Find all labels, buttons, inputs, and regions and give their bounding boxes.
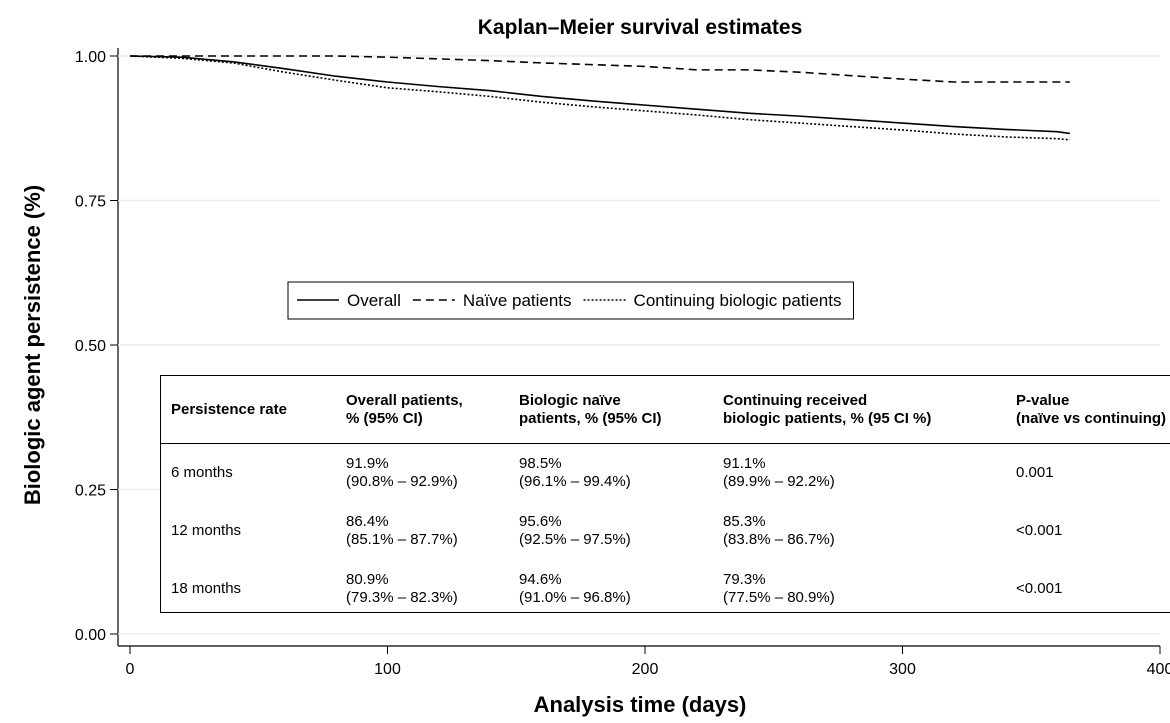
legend-label: Naïve patients — [463, 291, 572, 310]
table-header-cell: P-value (naïve vs continuing) — [1006, 376, 1170, 444]
y-tick-label: 0.50 — [75, 338, 106, 355]
x-axis-label: Analysis time (days) — [534, 692, 747, 717]
table-cell: 86.4% (85.1% – 87.7%) — [346, 513, 458, 548]
legend: Overall Naïve patients Continuing biologic… — [287, 281, 854, 320]
header-row: Persistence rate Overall patients, % (95%… — [161, 376, 1170, 444]
table-cell: 80.9% (79.3% – 82.3%) — [346, 571, 458, 606]
table-grid: Persistence rate Overall patients, % (95%… — [161, 376, 1170, 618]
y-tick-label: 0.25 — [75, 483, 106, 500]
table-cell: 0.001 — [1016, 464, 1054, 481]
series-line — [129, 55, 1070, 135]
legend-label: Continuing biologic patients — [634, 291, 842, 310]
table-cell: 79.3% (77.5% – 80.9%) — [723, 571, 835, 606]
x-tick-label: 200 — [632, 661, 659, 678]
table-cell: <0.001 — [1016, 580, 1063, 597]
x-tick-label: 300 — [889, 661, 916, 678]
table-cell: 98.5% (96.1% – 99.4%) — [519, 455, 631, 490]
table-header-cell: Persistence rate — [161, 376, 336, 444]
table-row: 18 months 80.9% (79.3% – 82.3%) 94.6% (91.… — [161, 560, 1170, 618]
table-cell: 12 months — [171, 522, 242, 539]
series-line — [129, 55, 1070, 141]
y-tick-label: 1.00 — [75, 49, 106, 66]
table-cell: 91.1% (89.9% – 92.2%) — [723, 455, 835, 490]
table-row: 6 months 91.9% (90.8% – 92.9%) 98.5% (96.1… — [161, 444, 1170, 503]
legend-box — [287, 281, 854, 320]
table-cell: 18 months — [171, 580, 242, 597]
table-cell: 95.6% (92.5% – 97.5%) — [519, 513, 631, 548]
y-tick-label: 0.75 — [75, 194, 106, 211]
table-cell: 6 months — [171, 464, 233, 481]
x-tick-label: 100 — [374, 661, 401, 678]
table-header-cell: Overall patients, % (95% CI) — [336, 376, 509, 444]
table-header-cell: Biologic naïve patients, % (95% CI) — [509, 376, 713, 444]
y-axis-label: Biologic agent persistence (%) — [20, 185, 45, 505]
chart-title: Kaplan–Meier survival estimates — [478, 16, 803, 39]
series-line — [130, 55, 1070, 83]
table-row: 12 months 86.4% (85.1% – 87.7%) 95.6% (92.… — [161, 502, 1170, 560]
x-tick-label: 0 — [126, 661, 135, 678]
table-cell: 91.9% (90.8% – 92.9%) — [346, 455, 458, 490]
table-cell: 85.3% (83.8% – 86.7%) — [723, 513, 835, 548]
x-tick-label: 400 — [1147, 661, 1170, 678]
legend-label: Overall — [347, 291, 401, 310]
table: Persistence rate Overall patients, % (95%… — [160, 375, 1170, 613]
table-cell: 94.6% (91.0% – 96.8%) — [519, 571, 631, 606]
table-header-cell: Continuing received biologic patients, %… — [713, 376, 1006, 444]
table-cell: <0.001 — [1016, 522, 1063, 539]
y-tick-label: 0.00 — [75, 627, 106, 644]
